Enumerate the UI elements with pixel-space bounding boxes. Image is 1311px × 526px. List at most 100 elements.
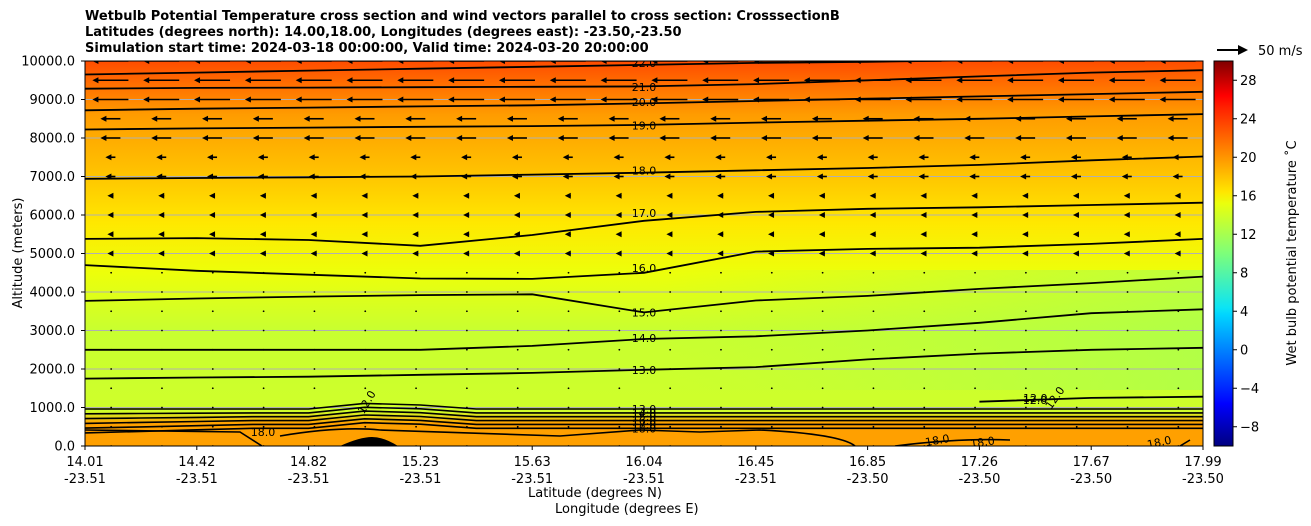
wind-vector-head [346,96,353,103]
surface-contour-18 [85,428,1191,446]
wind-vector-head [209,231,216,238]
wind-vector [516,310,519,313]
wind-vector [618,329,621,332]
quiver-key-label: 50 m/s [1258,44,1303,59]
wind-vector-head [1116,135,1123,141]
wind-vector [872,387,875,390]
wind-vector-head [768,231,775,238]
wind-vector [1177,387,1180,390]
wind-vector [110,291,113,293]
wind-vector-head [498,96,505,103]
wind-vector [262,425,265,428]
wind-vector [465,271,468,274]
wind-vector [1024,329,1027,332]
wind-vector-head [1108,77,1115,84]
contour-annotation: 12.0 [1023,394,1048,407]
wind-vector-head [710,135,717,141]
wind-vector-head [463,192,470,199]
x-tick-label-lat: 14.42 [178,455,215,470]
contour-line [85,155,1203,180]
x-axis: 14.01 -23.51 14.42 -23.51 14.82 -23.51 15.23 -2… [64,446,1224,487]
wind-vector-head [651,77,658,84]
wind-vector [1024,291,1027,293]
wind-vector [669,271,672,274]
wind-vector-head [869,212,876,218]
wind-vector-head [158,250,165,257]
y-tick-label: 7000.0 [30,170,76,185]
wind-vector-head [613,173,620,180]
wind-vector [974,348,976,351]
contour-label: 14.0 [632,332,657,345]
wind-vector-head [1108,96,1115,103]
wind-vector [618,425,621,428]
wind-vector [770,329,773,332]
wind-vector-head [107,192,114,199]
chart-title-line-1: Wetbulb Potential Temperature cross sect… [85,9,840,24]
wind-vector [161,271,163,274]
wind-vector [1177,271,1180,274]
y-tick-label: 10000.0 [21,55,75,70]
wind-vector-head [1057,96,1064,103]
wind-vector-head [151,115,158,122]
wind-vector [1126,271,1129,274]
wind-vector [567,271,570,274]
wind-vector [923,425,926,428]
wind-vector [974,329,976,332]
wind-vector-head [971,192,978,199]
x-tick-label-lat: 14.82 [290,455,327,470]
wind-vector-head [506,135,513,141]
y-tick-label: 9000.0 [30,93,76,108]
contour-line [85,69,1203,90]
wind-vector [567,425,570,428]
contour-lines: 22.0 21.0 20.0 19.0 18.0 17.0 16.0 15.0 14.0 13.0… [85,61,1203,405]
wind-vector-head [359,154,366,161]
contour-label: 17.0 [632,207,657,220]
wind-vector-head [1015,135,1022,141]
near-surface-contour-label: 18.0 [632,422,657,435]
wind-vector [1024,348,1027,351]
wind-vector [161,387,163,390]
wind-vector-head [310,212,317,218]
wind-vector-head [194,77,201,84]
wind-vector-head [202,135,209,141]
wind-vector-head [666,192,673,199]
wind-vector [313,310,316,313]
wind-vector-head [405,135,412,141]
wind-vector [618,348,621,351]
contour-annotation: 18.0 [969,434,995,450]
near-surface-contour [85,406,1203,415]
wind-vector [1075,291,1078,293]
wind-vector [415,368,417,370]
wind-vector-head [92,96,99,103]
wind-vector-head [1057,77,1064,84]
y-tick-label: 8000.0 [30,132,76,147]
x-tick-label-lon: -23.51 [511,472,553,487]
wind-vector-head [818,250,825,257]
wind-vector [770,348,773,351]
wind-vector-head [564,212,571,218]
wind-vector [262,310,265,313]
wind-vector-head [766,154,773,161]
y-tick-label: 3000.0 [30,324,76,339]
wind-vector-head [1072,250,1079,257]
wind-vector [720,348,722,351]
wind-vector-head [412,250,419,257]
wind-vector-head [869,250,876,257]
wind-vector-head [1123,231,1130,238]
wind-vector-head [717,192,724,199]
wind-vector-head [816,173,823,180]
wind-vector [1126,406,1129,409]
contour-label: 18.0 [632,165,657,178]
contour-line [85,61,987,76]
wind-vector [720,291,722,293]
wind-vector-head [1123,192,1130,199]
wind-vector [262,387,265,390]
wind-vector [465,368,468,370]
wind-vector-head [448,77,455,84]
wind-vector [923,387,926,390]
wind-vector [770,387,773,390]
wind-vector-head [412,231,419,238]
wind-vector-head [564,250,571,257]
wind-vector [821,310,824,313]
wind-vector [313,387,316,390]
